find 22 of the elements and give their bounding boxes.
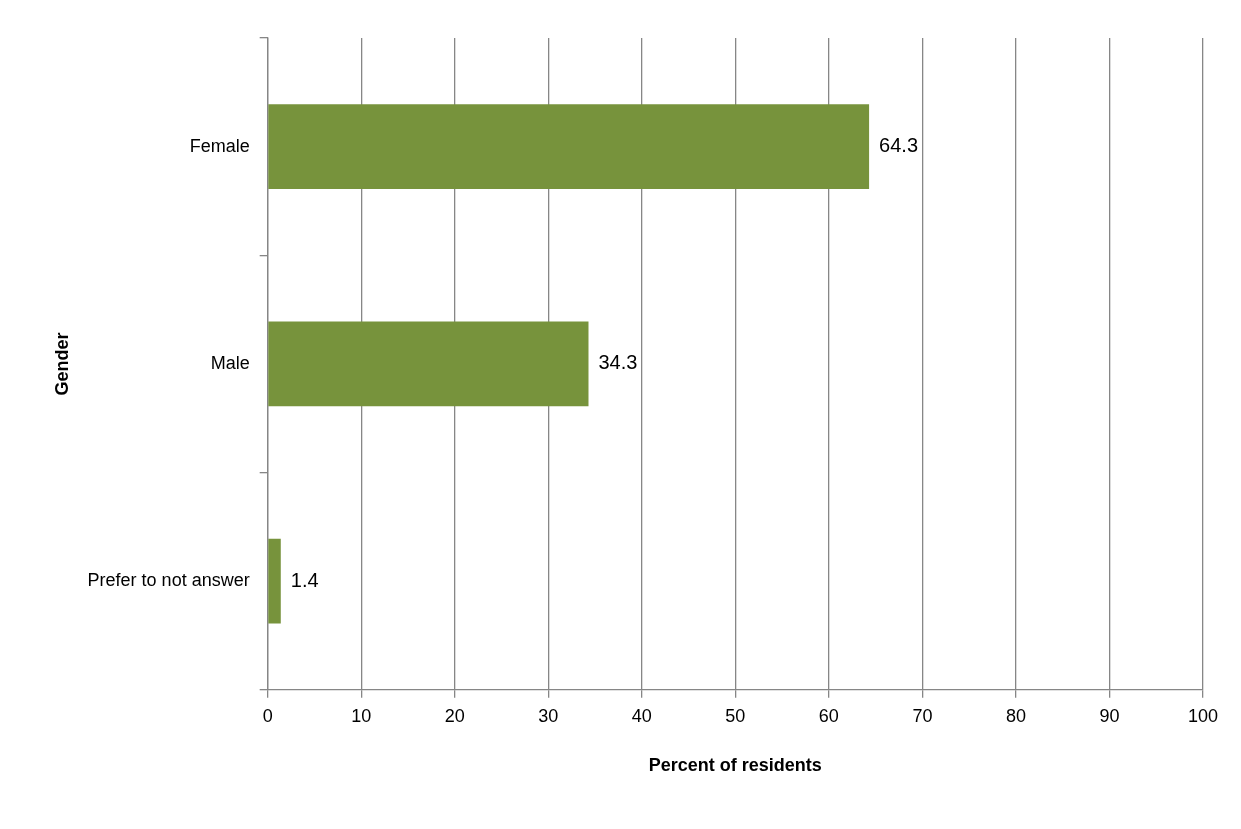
bar <box>268 104 870 189</box>
x-tick-label: 20 <box>444 705 465 726</box>
x-tick-label: 50 <box>725 705 746 726</box>
data-label: 34.3 <box>598 351 638 374</box>
x-tick-label: 80 <box>1005 705 1026 726</box>
x-tick-label: 0 <box>262 705 273 726</box>
x-tick-label: 100 <box>1187 705 1219 726</box>
bar <box>268 538 281 624</box>
x-tick-label: 90 <box>1099 705 1120 726</box>
x-tick-label: 60 <box>818 705 839 726</box>
x-tick-label: 30 <box>538 705 559 726</box>
bar <box>268 321 589 407</box>
y-tick-label: Male <box>210 352 250 373</box>
data-label: 64.3 <box>879 134 919 157</box>
data-label: 1.4 <box>290 568 319 591</box>
y-tick-label: Prefer to not answer <box>87 570 250 591</box>
y-axis-title: Gender <box>51 332 72 396</box>
x-tick-label: 70 <box>912 705 933 726</box>
y-tick-label: Female <box>189 135 250 156</box>
x-tick-label: 40 <box>631 705 652 726</box>
x-axis-title: Percent of residents <box>648 755 822 776</box>
x-tick-label: 10 <box>351 705 372 726</box>
